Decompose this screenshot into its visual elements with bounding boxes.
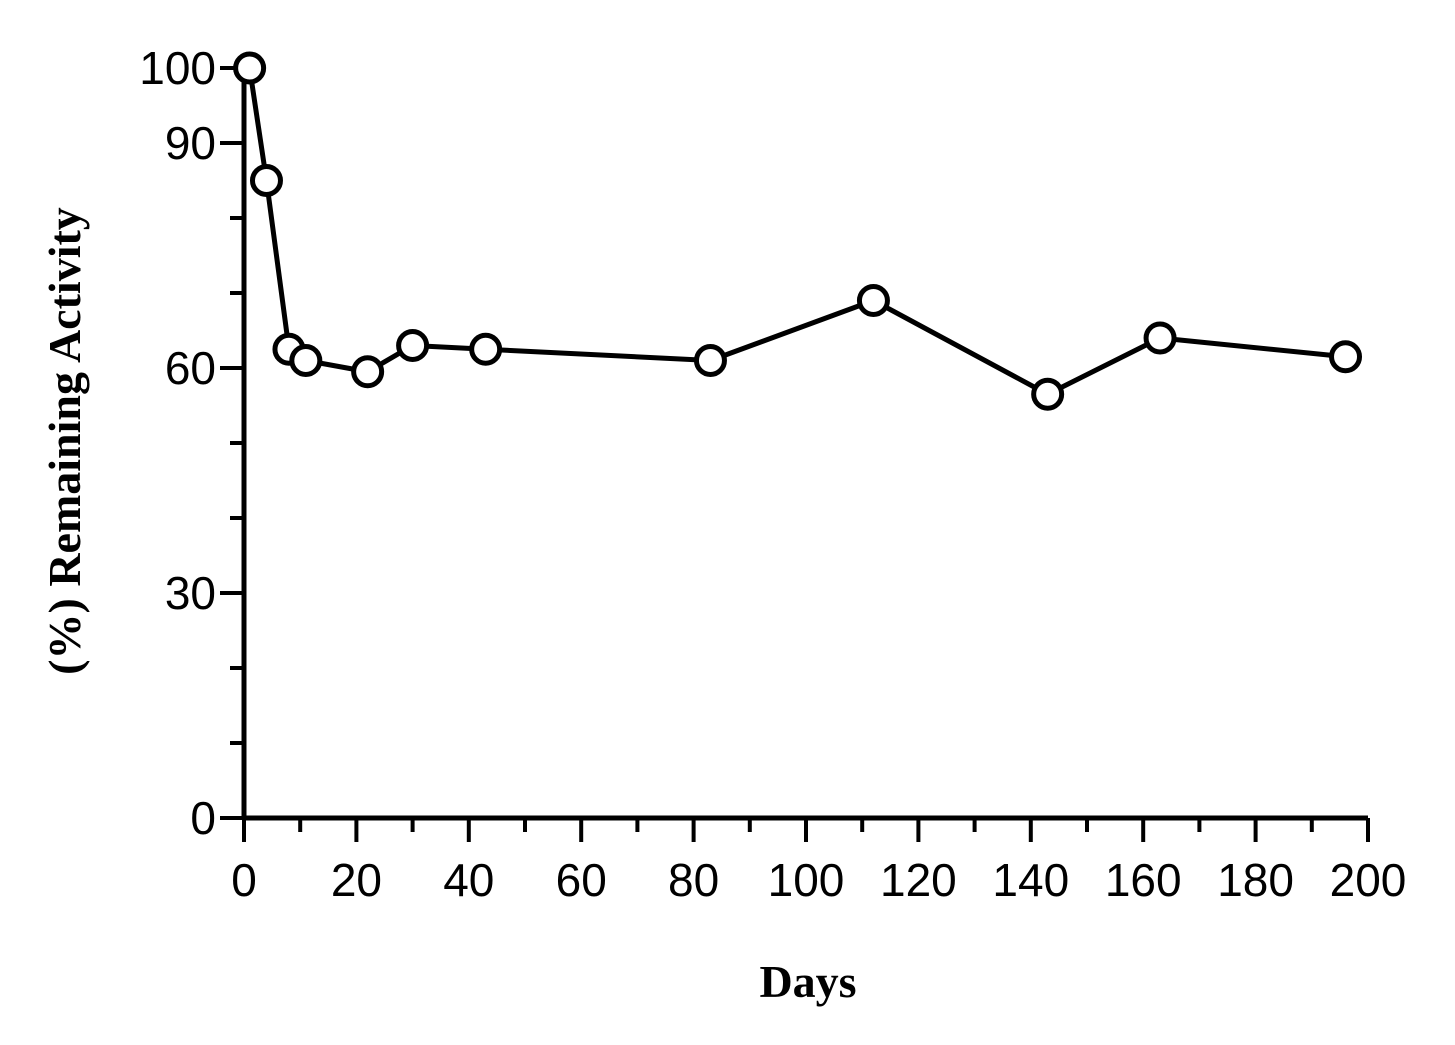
data-point-marker [249,164,283,197]
x-tick-label: 200 [1330,854,1407,906]
x-tick-label: 20 [331,854,382,906]
x-tick-label: 40 [443,854,494,906]
data-point-marker [469,332,503,366]
x-tick-label: 180 [1217,854,1294,906]
data-point-marker [693,344,727,377]
data-point-marker [1143,321,1177,355]
y-tick-label: 60 [165,342,216,394]
data-point-marker [289,344,323,377]
x-tick-label: 80 [668,854,719,906]
axes: 0 20 40 60 80 100 120 140 160 180 200 0 30 60 90 100 [139,42,1406,906]
x-tick-label: 120 [880,854,957,906]
x-tick-label: 0 [231,854,257,906]
data-point-marker [856,284,890,317]
data-point-marker [351,355,385,389]
y-tick-label: 30 [165,567,216,619]
x-tick-label: 160 [1105,854,1182,906]
series [233,51,1363,411]
x-tick-label: 60 [556,854,607,906]
x-tick-label: 100 [768,854,845,906]
y-tick-label: 0 [190,792,216,844]
data-point-marker [1329,340,1363,374]
data-point-marker [233,51,267,85]
y-tick-label: 90 [165,117,216,169]
x-axis-title: Days [759,956,856,1007]
series-line [247,67,1346,397]
data-point-marker [396,329,430,362]
y-tick-label: 100 [139,42,216,94]
x-tick-label: 140 [992,854,1069,906]
data-point-marker [1031,377,1065,411]
y-axis-title: (%) Remaining Activity [39,207,90,675]
